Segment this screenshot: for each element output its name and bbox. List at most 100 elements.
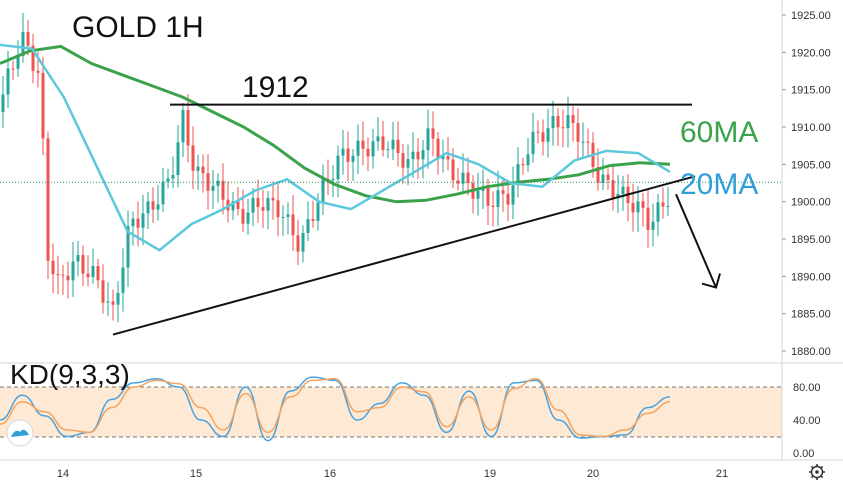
candle-body	[21, 32, 25, 56]
candle-body	[486, 187, 490, 206]
candle-body	[56, 274, 60, 276]
price-tick-label: 1905.00	[791, 159, 831, 171]
candle-body	[11, 68, 15, 70]
candle-body	[461, 172, 465, 184]
price-tick-label: 1890.00	[791, 271, 831, 283]
candle-body	[581, 141, 585, 143]
candle-body	[176, 142, 180, 176]
candle-body	[296, 235, 300, 252]
candle-body	[631, 202, 635, 213]
price-tick-label: 1920.00	[791, 47, 831, 59]
candle-body	[36, 70, 40, 73]
candle-body	[491, 205, 495, 208]
candle-body	[51, 260, 55, 275]
price-tick-label: 1900.00	[791, 197, 831, 209]
candle-body	[621, 186, 625, 195]
candle-body	[46, 138, 50, 261]
kd-title: KD(9,3,3)	[10, 359, 130, 390]
candle-body	[221, 180, 225, 200]
candle-body	[371, 141, 375, 157]
kd-band	[0, 387, 782, 437]
ma60-label: 60MA	[680, 116, 758, 149]
price-tick-label: 1915.00	[791, 85, 831, 97]
candle-body	[341, 148, 345, 156]
candle-body	[586, 141, 590, 143]
kd-lines	[0, 376, 671, 442]
candle-body	[101, 280, 105, 303]
candle-body	[281, 216, 285, 218]
candle-body	[26, 32, 30, 46]
candle-body	[231, 201, 235, 211]
candle-body	[146, 201, 150, 214]
candle-body	[406, 159, 410, 168]
candle-body	[211, 185, 215, 191]
candle-body	[81, 255, 85, 274]
candle-body	[381, 136, 385, 150]
price-tick-label: 1880.00	[791, 346, 831, 358]
candle-body	[161, 181, 165, 205]
kd-tick-label: 0.00	[793, 448, 814, 460]
candle-body	[41, 72, 45, 139]
candle-body	[346, 148, 350, 162]
candle-body	[511, 185, 515, 205]
candle-body	[416, 151, 420, 160]
candle-body	[126, 226, 130, 268]
candle-body	[136, 218, 140, 228]
candle-body	[541, 132, 545, 142]
candle-body	[291, 214, 295, 236]
tradingview-logo[interactable]	[6, 419, 34, 447]
candle-body	[166, 178, 170, 182]
candle-body	[266, 197, 270, 211]
time-tick-label: 15	[190, 468, 202, 480]
candle-body	[316, 202, 320, 221]
candle-body	[256, 198, 260, 208]
projection-arrow-head	[701, 273, 721, 289]
candle-body	[436, 138, 440, 160]
axis-ticks: 1925.00 1920.00 1915.00 1910.00 1905.00 1900.…	[57, 10, 831, 480]
candle-body	[596, 167, 600, 183]
candle-body	[306, 219, 310, 233]
candle-body	[536, 131, 540, 133]
candle-body	[111, 301, 115, 305]
candle-body	[646, 207, 650, 230]
candle-body	[336, 155, 340, 180]
candle-body	[121, 267, 125, 293]
candle-body	[71, 261, 75, 281]
ma20-line	[0, 43, 671, 252]
candle-body	[616, 194, 620, 199]
candle-body	[116, 292, 120, 305]
candle-body	[311, 219, 315, 221]
candle-body	[366, 148, 370, 157]
candles	[1, 12, 670, 323]
candle-body	[376, 136, 380, 142]
candle-body	[611, 180, 615, 199]
candle-body	[151, 201, 155, 210]
ma60-line	[0, 44, 671, 204]
candle-body	[651, 221, 655, 230]
candle-body	[661, 202, 665, 207]
candle-body	[6, 68, 10, 95]
candle-body	[236, 201, 240, 209]
candle-body	[396, 139, 400, 154]
candle-body	[641, 201, 645, 208]
candle-body	[61, 274, 65, 276]
candle-body	[446, 156, 450, 160]
candle-body	[1, 94, 5, 113]
candle-body	[556, 116, 560, 128]
candle-body	[96, 266, 100, 281]
candle-body	[286, 214, 290, 217]
settings-gear-icon[interactable]	[809, 464, 825, 480]
candle-body	[301, 232, 305, 252]
support-trendline	[112, 175, 696, 336]
candle-body	[451, 159, 455, 181]
candle-body	[106, 301, 110, 303]
candle-body	[386, 149, 390, 151]
candle-body	[86, 273, 90, 278]
candle-body	[526, 154, 530, 166]
candle-body	[361, 140, 365, 149]
candle-body	[241, 208, 245, 224]
candle-body	[196, 166, 200, 171]
candle-body	[516, 164, 520, 186]
candle-body	[466, 172, 470, 184]
candle-body	[276, 200, 280, 218]
